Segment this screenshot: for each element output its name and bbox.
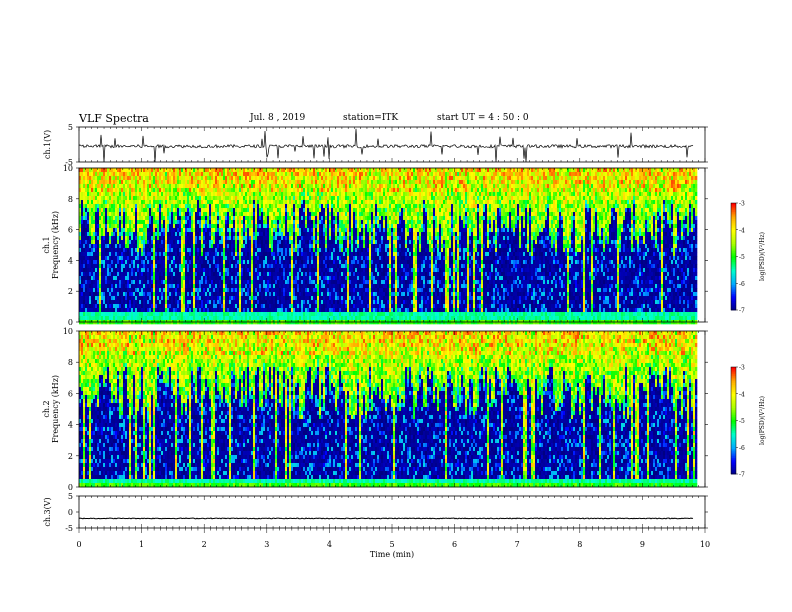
y-tick-label: 5 <box>68 123 73 132</box>
x-tick-label: 10 <box>700 540 710 549</box>
x-tick-label: 1 <box>139 540 144 549</box>
y-tick-label: 4 <box>68 421 73 430</box>
colorbar-label: log(PSD)(V²/Hz) <box>759 232 766 281</box>
panel-frame <box>78 126 706 163</box>
colorbar-tick-label: -7 <box>739 308 745 315</box>
date-label: Jul. 8 , 2019 <box>250 113 305 123</box>
y-tick-label: 0 <box>68 318 73 327</box>
x-axis-label: Time (min) <box>370 550 414 559</box>
ch1-spectrogram-image <box>79 168 698 325</box>
colorbar-label: log(PSD)(V²/Hz) <box>759 396 766 445</box>
station-label: station=ITK <box>343 113 398 123</box>
x-tick-label: 9 <box>640 540 645 549</box>
ch2-spectrogram-image <box>79 331 698 488</box>
ch2-spec-ylabel-channel: ch.2 <box>42 400 51 417</box>
y-tick-label: 4 <box>68 256 73 265</box>
panel-frame <box>78 495 706 529</box>
colorbar-tick-label: -4 <box>739 227 745 234</box>
ch1-spec-ylabel-channel: ch.1 <box>42 236 51 253</box>
x-tick-label: 5 <box>389 540 394 549</box>
y-tick-label: 0 <box>68 508 73 517</box>
colorbar-tick-label: -3 <box>739 201 745 208</box>
y-tick-label: 10 <box>63 327 73 336</box>
colorbar-tick-label: -7 <box>739 472 745 479</box>
y-tick-label: 8 <box>68 195 73 204</box>
y-tick-label: 10 <box>63 164 73 173</box>
x-tick-label: 6 <box>452 540 457 549</box>
ch2-spec-ylabel-freq: Frequency (kHz) <box>51 375 60 443</box>
y-tick-label: 6 <box>68 389 73 398</box>
start-time-label: start UT = 4 : 50 : 0 <box>437 113 529 123</box>
y-tick-label: 0 <box>68 483 73 492</box>
colorbar-tick-label: -4 <box>739 391 745 398</box>
x-tick-label: 7 <box>515 540 520 549</box>
x-tick-label: 0 <box>76 540 81 549</box>
figure-title: VLF Spectra <box>79 112 149 125</box>
ch1-spec-ylabel-freq: Frequency (kHz) <box>51 211 60 279</box>
y-tick-label: -5 <box>65 158 73 167</box>
x-tick-label: 8 <box>577 540 582 549</box>
colorbar-tick-label: -5 <box>739 254 745 261</box>
ch1-colorbar <box>731 203 736 311</box>
y-tick-label: -5 <box>65 524 73 533</box>
y-tick-label: 5 <box>68 492 73 501</box>
y-tick-label: 2 <box>68 452 73 461</box>
x-tick-label: 3 <box>264 540 269 549</box>
colorbar-tick-label: -5 <box>739 418 745 425</box>
colorbar-tick-label: -3 <box>739 365 745 372</box>
ch2-colorbar <box>731 367 736 475</box>
ch3-waveform-ylabel: ch.3(V) <box>43 497 52 526</box>
x-tick-label: 2 <box>202 540 207 549</box>
ch1-waveform-line <box>78 128 694 163</box>
y-tick-label: 8 <box>68 358 73 367</box>
ch1-waveform-ylabel: ch.1(V) <box>43 130 52 159</box>
x-tick-label: 4 <box>327 540 332 549</box>
colorbar-tick-label: -6 <box>739 281 745 288</box>
y-tick-label: 2 <box>68 287 73 296</box>
ch3-waveform-line <box>78 517 694 520</box>
colorbar-tick-label: -6 <box>739 445 745 452</box>
y-tick-label: 6 <box>68 226 73 235</box>
